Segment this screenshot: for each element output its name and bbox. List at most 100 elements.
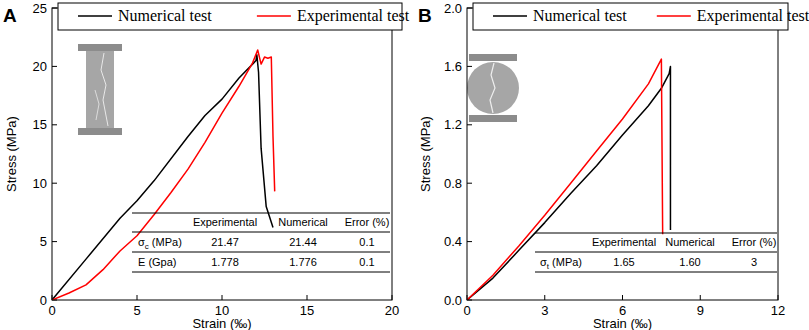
x-tick — [222, 295, 223, 300]
table-row-label: σc (MPa) — [138, 236, 182, 251]
y-tick — [52, 124, 57, 125]
legend-swatch — [493, 15, 527, 17]
x-tick — [700, 295, 701, 300]
table-cell: 21.44 — [289, 236, 317, 248]
y-tick-label: 25 — [33, 1, 47, 16]
x-axis-label: Strain (‰) — [593, 316, 652, 330]
y-tick-label: 15 — [33, 117, 47, 132]
panel: B0369120.00.40.81.21.62.0Strain (‰)Stres… — [418, 1, 809, 330]
x-tick-label: 3 — [541, 303, 548, 318]
crack — [490, 63, 495, 113]
y-tick-label: 0.4 — [444, 234, 462, 249]
y-tick — [52, 183, 57, 184]
y-tick-label: 10 — [33, 176, 47, 191]
loading-plate — [78, 128, 122, 135]
series-line — [52, 50, 275, 300]
table-rule — [132, 232, 390, 233]
table-rule — [132, 252, 390, 253]
y-tick — [467, 183, 472, 184]
x-tick-label: 0 — [463, 303, 470, 318]
legend-label: Experimental test — [697, 7, 809, 25]
y-tick-label: 1.2 — [444, 117, 462, 132]
legend: Numerical test Experimental test — [58, 3, 410, 30]
panel-label: A — [3, 5, 17, 26]
y-tick — [467, 124, 472, 125]
y-tick-label: 0.0 — [444, 293, 462, 308]
y-axis-label: Stress (MPa) — [4, 116, 19, 192]
table-header: Error (%) — [345, 216, 390, 228]
table: Experimental Numerical Error (%) σt (MPa) 1.… — [535, 233, 777, 272]
label-unit: (MPa) — [549, 256, 582, 268]
y-tick — [52, 66, 57, 67]
legend: Numerical test Experimental test — [473, 3, 809, 30]
crack — [95, 90, 99, 120]
x-tick — [307, 295, 308, 300]
crack — [101, 53, 108, 126]
y-tick — [52, 241, 57, 242]
x-axis-label: Strain (‰) — [192, 316, 251, 330]
legend-label: Numerical test — [533, 7, 627, 24]
x-tick-label: 20 — [385, 303, 399, 318]
legend-label: Experimental test — [297, 7, 410, 25]
loading-plate — [78, 44, 122, 51]
table-header: Experimental — [193, 216, 257, 228]
y-axis-label: Stress (MPa) — [418, 116, 433, 192]
series-line — [52, 55, 273, 300]
legend-swatch — [78, 15, 112, 17]
table-header: Numerical — [665, 236, 715, 248]
table-cell: 1.60 — [679, 256, 700, 268]
loading-plate — [469, 54, 517, 61]
y-tick — [467, 241, 472, 242]
x-tick-label: 15 — [300, 303, 314, 318]
table-row-label: E (Gpa) — [138, 256, 177, 268]
figure: A051015200510152025Strain (‰)Stress (MPa… — [0, 0, 809, 330]
series-line — [467, 59, 663, 300]
table-cell: 0.1 — [359, 256, 374, 268]
table-cell: 1.65 — [613, 256, 634, 268]
specimen-icon — [467, 54, 519, 122]
y-tick — [467, 66, 472, 67]
specimen-icon — [78, 44, 122, 135]
plot-frame — [467, 8, 778, 300]
x-tick-label: 5 — [133, 303, 140, 318]
x-tick-label: 12 — [771, 303, 785, 318]
legend-label: Numerical test — [118, 7, 212, 24]
table-cell: 1.776 — [289, 256, 317, 268]
y-tick-label: 2.0 — [444, 1, 462, 16]
y-tick-label: 5 — [40, 234, 47, 249]
legend-swatch — [657, 15, 691, 17]
series-group — [467, 59, 670, 300]
x-tick — [622, 295, 623, 300]
y-tick-label: 0.8 — [444, 176, 462, 191]
y-tick-label: 1.6 — [444, 59, 462, 74]
panel-label: B — [418, 5, 432, 26]
table-rule — [132, 213, 390, 214]
specimen — [86, 51, 114, 128]
plot-frame — [52, 8, 392, 300]
x-tick-label: 9 — [697, 303, 704, 318]
x-tick — [137, 295, 138, 300]
table-header: Numerical — [278, 216, 328, 228]
specimen — [467, 62, 519, 114]
table-header: Error (%) — [732, 236, 777, 248]
label-unit: (MPa) — [149, 236, 182, 248]
legend-swatch — [257, 15, 291, 17]
table-cell: 1.778 — [211, 256, 239, 268]
loading-plate — [469, 115, 517, 122]
table-row-label: σt (MPa) — [540, 256, 582, 271]
y-tick-label: 20 — [33, 59, 47, 74]
label-main: E (Gpa) — [138, 256, 177, 268]
table-header: Experimental — [592, 236, 656, 248]
series-group — [52, 50, 275, 300]
table-cell: 21.47 — [211, 236, 239, 248]
x-tick-label: 0 — [48, 303, 55, 318]
table-rule — [535, 272, 777, 273]
series-line — [467, 66, 670, 300]
table-rule — [535, 252, 777, 253]
x-tick — [544, 295, 545, 300]
y-tick-label: 0 — [40, 293, 47, 308]
table-cell: 0.1 — [359, 236, 374, 248]
table: Experimental Numerical Error (%) σc (MPa) 21… — [132, 213, 390, 272]
table-rule — [132, 272, 390, 273]
panel: A051015200510152025Strain (‰)Stress (MPa… — [3, 1, 410, 330]
